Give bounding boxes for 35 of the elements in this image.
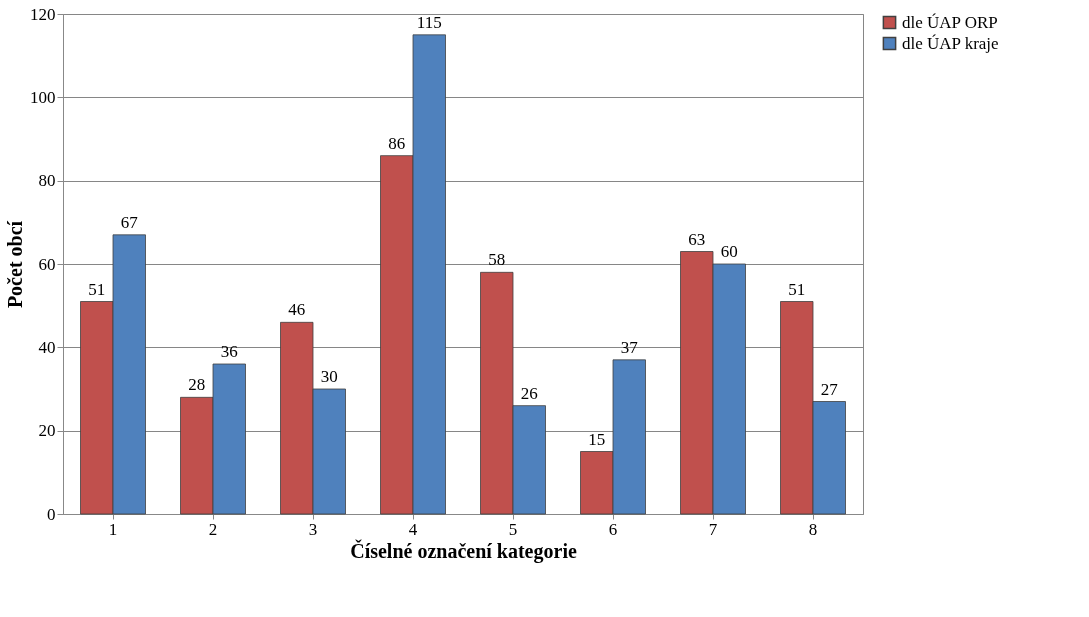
data-label: 46 <box>288 300 306 320</box>
y-axis-title: Počet obcí <box>4 220 26 309</box>
data-label: 30 <box>320 367 338 386</box>
data-label: 115 <box>416 12 442 32</box>
x-tick-label: 5 <box>508 519 518 539</box>
data-label: 63 <box>688 229 706 249</box>
y-tick-label: 80 <box>38 171 56 191</box>
data-label: 37 <box>620 337 639 357</box>
legend-label: dle ÚAP ORP <box>902 12 998 32</box>
x-tick-label: 1 <box>108 519 118 539</box>
data-label: 60 <box>720 242 738 261</box>
data-label: 51 <box>88 279 106 299</box>
data-label: 27 <box>820 379 839 399</box>
x-tick-label: 7 <box>708 519 718 539</box>
data-label: 67 <box>120 212 139 232</box>
x-tick-label: 3 <box>308 519 318 539</box>
data-label: 28 <box>188 375 206 395</box>
y-tick-label: 20 <box>38 421 56 441</box>
y-tick-label: 40 <box>38 337 56 357</box>
x-tick-label: 4 <box>408 519 418 539</box>
legend-label: dle ÚAP kraje <box>902 33 999 53</box>
y-tick-label: 120 <box>30 4 56 24</box>
data-label: 15 <box>588 429 606 449</box>
data-label: 86 <box>388 133 406 153</box>
y-tick-label: 60 <box>38 254 56 274</box>
x-tick-label: 6 <box>608 519 618 539</box>
x-axis-title: Číselné označení kategorie <box>350 538 577 563</box>
y-tick-label: 100 <box>30 87 56 107</box>
data-label: 36 <box>220 342 238 361</box>
x-tick-label: 8 <box>808 519 818 539</box>
data-label: 58 <box>488 250 506 270</box>
y-tick-label: 0 <box>47 504 56 524</box>
data-label: 26 <box>520 383 538 403</box>
data-label: 51 <box>788 279 806 299</box>
x-tick-label: 2 <box>208 519 218 539</box>
